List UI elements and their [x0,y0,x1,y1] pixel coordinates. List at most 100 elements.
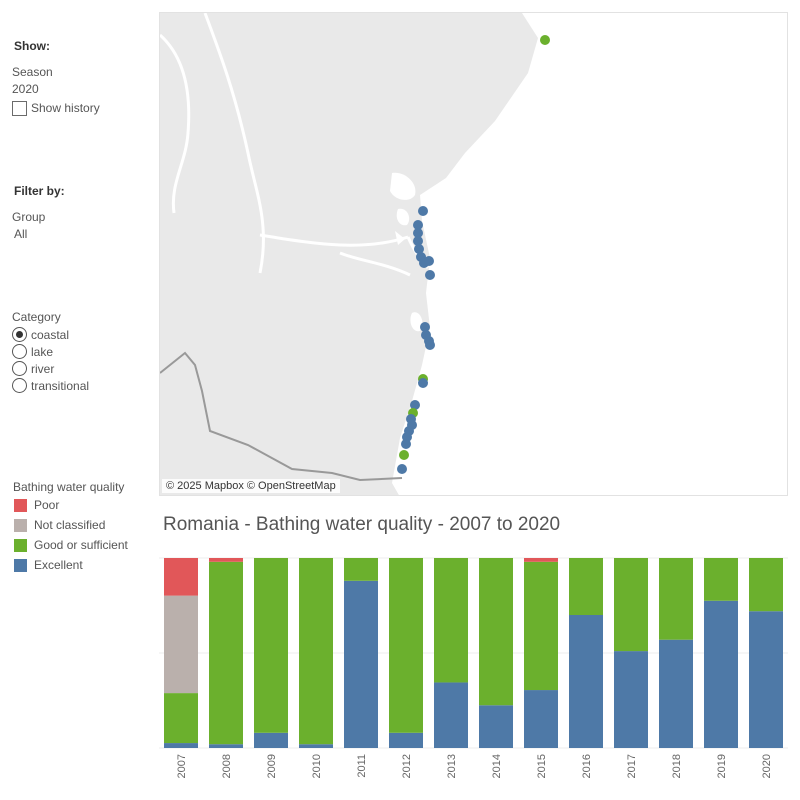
show-header: Show: [14,39,50,53]
group-value[interactable]: All [14,227,28,241]
bar-segment-excellent[interactable] [209,744,243,748]
show-history-label[interactable]: Show history [31,101,100,115]
site-point[interactable] [418,206,428,216]
legend-item-good[interactable]: Good or sufficient [14,537,128,553]
checkbox-box[interactable] [12,100,27,116]
season-label: Season [12,65,53,79]
bar-segment-excellent[interactable] [164,743,198,748]
legend-label-not-classified: Not classified [34,518,106,532]
legend-label-poor: Poor [34,498,60,512]
bar-segment-excellent[interactable] [254,732,288,748]
bar-segment-excellent[interactable] [434,682,468,748]
bar-segment-good-or-sufficient[interactable] [704,558,738,601]
bar-segment-good-or-sufficient[interactable] [614,558,648,652]
category-option-transitional[interactable]: transitional [12,377,89,394]
site-point[interactable] [424,256,434,266]
site-point[interactable] [540,35,550,45]
x-tick-label: 2014 [491,754,503,778]
bar-segment-good-or-sufficient[interactable] [164,693,198,744]
border-line [160,351,403,482]
site-point[interactable] [425,340,435,350]
x-tick-label: 2012 [401,754,413,778]
land-area [160,13,538,495]
category-option-river[interactable]: river [12,360,54,377]
bar-segment-good-or-sufficient[interactable] [209,561,243,745]
legend-item-excellent[interactable]: Excellent [14,557,83,573]
bar-segment-excellent[interactable] [344,580,378,748]
x-tick-label: 2008 [221,754,233,778]
site-point[interactable] [420,322,430,332]
bar-segment-good-or-sufficient[interactable] [524,561,558,691]
category-option-coastal[interactable]: coastal [12,326,69,343]
bathing-site-points[interactable] [397,35,550,474]
bar-segment-excellent[interactable] [299,744,333,748]
radio-label-lake[interactable]: lake [31,344,54,359]
radio-label-transitional[interactable]: transitional [31,378,90,393]
filter-header: Filter by: [14,184,65,198]
legend-swatch-poor [14,498,27,512]
bar-segment-good-or-sufficient[interactable] [479,558,513,706]
site-point[interactable] [410,400,420,410]
bar-segment-excellent[interactable] [749,611,783,748]
radio-coastal[interactable] [12,327,27,342]
legend-item-poor[interactable]: Poor [14,497,59,513]
category-label: Category [12,310,61,324]
map-attribution[interactable]: © 2025 Mapbox © OpenStreetMap [162,479,340,493]
bar-segment-excellent[interactable] [569,615,603,748]
bar-segment-not-classified[interactable] [164,595,198,694]
site-point[interactable] [397,464,407,474]
bar-segment-excellent[interactable] [614,651,648,748]
chart-title: Romania - Bathing water quality - 2007 t… [163,514,561,535]
bar-segment-good-or-sufficient[interactable] [254,558,288,733]
bar-segment-good-or-sufficient[interactable] [299,558,333,745]
site-point[interactable] [418,378,428,388]
x-tick-label: 2013 [446,754,458,778]
bar-segment-excellent[interactable] [479,705,513,748]
site-point[interactable] [413,220,423,230]
bar-segment-excellent[interactable] [524,690,558,748]
legend-item-not-classified[interactable]: Not classified [14,517,105,533]
x-tick-label: 2007 [176,754,188,778]
x-tick-label: 2018 [671,754,683,778]
map-view[interactable]: © 2025 Mapbox © OpenStreetMap [159,12,788,496]
x-tick-label: 2020 [761,754,773,778]
site-point[interactable] [413,236,423,246]
bar-segment-poor[interactable] [524,558,558,562]
legend-label-good: Good or sufficient [34,538,128,552]
category-option-lake[interactable]: lake [12,343,53,360]
map-canvas[interactable] [160,13,788,496]
bar-segment-excellent[interactable] [659,639,693,748]
site-point[interactable] [414,244,424,254]
group-label: Group [12,210,46,224]
bar-segment-poor[interactable] [209,558,243,562]
legend-swatch-good [14,538,27,552]
radio-transitional[interactable] [12,378,27,393]
x-tick-label: 2011 [356,754,368,778]
site-point[interactable] [413,228,423,238]
radio-label-river[interactable]: river [31,361,55,376]
x-tick-label: 2010 [311,754,323,778]
site-point[interactable] [399,450,409,460]
x-tick-label: 2016 [581,754,593,778]
site-point[interactable] [425,270,435,280]
radio-river[interactable] [12,361,27,376]
x-tick-label: 2009 [266,754,278,778]
bar-segment-good-or-sufficient[interactable] [749,558,783,612]
bar-segment-poor[interactable] [164,558,198,596]
legend-swatch-not-classified [14,518,27,532]
radio-label-coastal[interactable]: coastal [31,327,70,342]
bar-segment-good-or-sufficient[interactable] [434,558,468,683]
legend-label-excellent: Excellent [34,558,83,572]
bar-segment-excellent[interactable] [389,732,423,748]
show-history-checkbox[interactable]: Show history [12,99,100,117]
season-value[interactable]: 2020 [12,82,39,96]
bar-segment-good-or-sufficient[interactable] [344,558,378,581]
site-point[interactable] [401,439,411,449]
radio-lake[interactable] [12,344,27,359]
bar-segment-good-or-sufficient[interactable] [389,558,423,733]
stacked-bar-chart[interactable]: 2007 2008 2009 2010 2011 2012 2013 2014 2015 2016… [159,548,788,798]
bar-segment-excellent[interactable] [704,600,738,748]
bar-segment-good-or-sufficient[interactable] [659,558,693,640]
bar-segment-good-or-sufficient[interactable] [569,558,603,615]
x-tick-label: 2017 [626,754,638,778]
